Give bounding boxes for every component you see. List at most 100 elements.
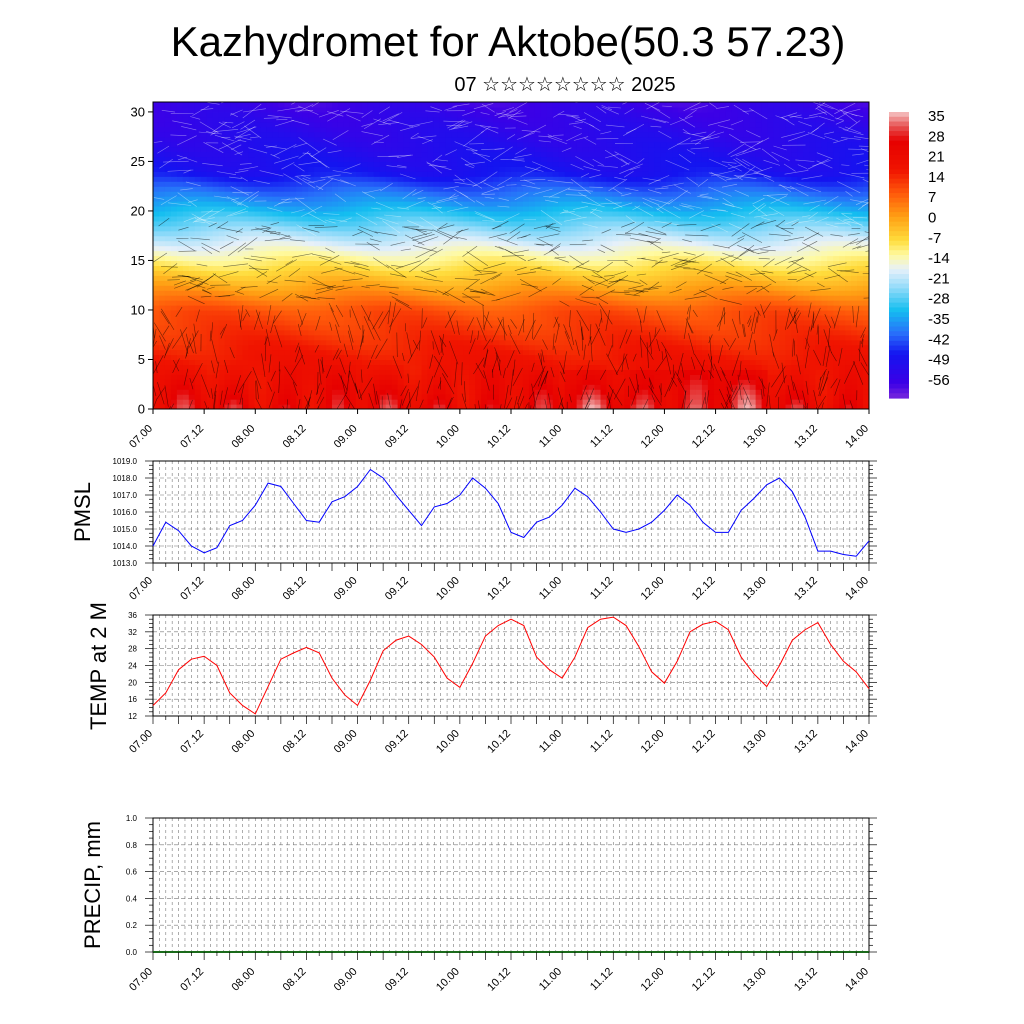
heatmap-cell: [332, 240, 339, 247]
heatmap-cell: [230, 106, 238, 113]
heatmap-cell: [153, 245, 160, 252]
heatmap-cell: [224, 319, 232, 326]
heatmap-cell: [624, 250, 631, 257]
heatmap-cell: [248, 404, 256, 409]
heatmap-cell: [433, 260, 440, 266]
heatmap-cell: [433, 196, 440, 202]
heatmap-cell: [314, 295, 321, 301]
heatmap-cell: [391, 121, 399, 128]
heatmap-cell: [493, 275, 500, 281]
heatmap-cell: [194, 186, 202, 192]
heatmap-cell: [439, 146, 446, 153]
heatmap-cell: [385, 166, 393, 172]
heatmap-cell: [355, 364, 363, 370]
heatmap-cell: [373, 305, 381, 311]
heatmap-cell: [594, 171, 602, 177]
heatmap-cell: [493, 240, 500, 247]
heatmap-cell: [588, 280, 596, 286]
heatmap-cell: [570, 205, 578, 212]
heatmap-cell: [242, 265, 250, 271]
heatmap-cell: [570, 141, 578, 148]
heatmap-cell: [588, 181, 596, 187]
heatmap-cell: [511, 146, 518, 153]
heatmap-cell: [337, 250, 345, 257]
heatmap-cell: [487, 136, 494, 143]
heatmap-cell: [337, 235, 345, 242]
heatmap-cell: [403, 285, 411, 291]
heatmap-cell: [588, 191, 596, 197]
heatmap-cell: [302, 319, 309, 326]
heatmap-cell: [588, 146, 596, 153]
heatmap-cell: [391, 359, 399, 366]
heatmap-cell: [534, 379, 542, 385]
heatmap-cell: [182, 255, 190, 262]
heatmap-cell: [493, 220, 500, 227]
heatmap-cell: [308, 186, 315, 192]
heatmap-cell: [302, 354, 309, 361]
heatmap-cell: [272, 176, 279, 182]
heatmap-cell: [182, 379, 190, 385]
heatmap-cell: [511, 201, 518, 207]
heatmap-cell: [158, 196, 166, 202]
heatmap-cell: [618, 186, 625, 192]
heatmap-cell: [427, 161, 435, 167]
heatmap-cell: [367, 181, 375, 187]
heatmap-cell: [272, 394, 279, 400]
heatmap-cell: [296, 255, 303, 262]
heatmap-cell: [630, 359, 637, 366]
heatmap-cell: [487, 280, 494, 286]
heatmap-cell: [188, 141, 196, 148]
heatmap-cell: [391, 176, 399, 182]
heatmap-cell: [439, 379, 446, 385]
heatmap-cell: [564, 126, 572, 133]
heatmap-cell: [182, 181, 190, 187]
heatmap-cell: [624, 275, 631, 281]
heatmap-cell: [170, 324, 178, 331]
heatmap-cell: [522, 151, 530, 158]
heatmap-cell: [200, 102, 208, 108]
heatmap-cell: [487, 240, 494, 247]
heatmap-cell: [606, 309, 614, 316]
heatmap-cell: [308, 369, 315, 375]
heatmap-cell: [272, 374, 279, 380]
heatmap-cell: [403, 240, 411, 247]
heatmap-cell: [236, 359, 244, 366]
heatmap-cell: [194, 329, 202, 336]
heatmap-cell: [367, 106, 375, 113]
heatmap-cell: [326, 176, 333, 182]
heatmap-cell: [528, 240, 536, 247]
heatmap-cell: [439, 131, 446, 138]
heatmap-cell: [367, 275, 375, 281]
heatmap-cell: [200, 349, 208, 356]
heatmap-cell: [248, 151, 256, 158]
heatmap-cell: [254, 210, 261, 217]
heatmap-cell: [534, 369, 542, 375]
heatmap-cell: [153, 240, 160, 247]
heatmap-cell: [534, 319, 542, 326]
heatmap-cell: [445, 275, 452, 281]
heatmap-cell: [576, 171, 584, 177]
heatmap-cell: [439, 151, 446, 158]
heatmap-cell: [254, 344, 261, 351]
heatmap-cell: [588, 215, 596, 222]
heatmap-cell: [230, 285, 238, 291]
heatmap-cell: [188, 220, 196, 227]
heatmap-cell: [588, 250, 596, 257]
heatmap-cell: [170, 364, 178, 370]
heatmap-cell: [314, 225, 321, 232]
heatmap-cell: [349, 240, 357, 247]
heatmap-cell: [260, 354, 267, 361]
heatmap-cell: [594, 270, 602, 276]
heatmap-cell: [296, 250, 303, 257]
heatmap-cell: [612, 334, 619, 341]
heatmap-cell: [260, 389, 267, 395]
heatmap-cell: [153, 151, 160, 158]
heatmap-cell: [385, 270, 393, 276]
heatmap-cell: [624, 359, 631, 366]
heatmap-cell: [385, 349, 393, 356]
heatmap-cell: [534, 384, 542, 390]
heatmap-cell: [540, 121, 548, 128]
heatmap-cell: [397, 399, 405, 405]
heatmap-cell: [206, 329, 214, 336]
heatmap-cell: [272, 290, 279, 296]
